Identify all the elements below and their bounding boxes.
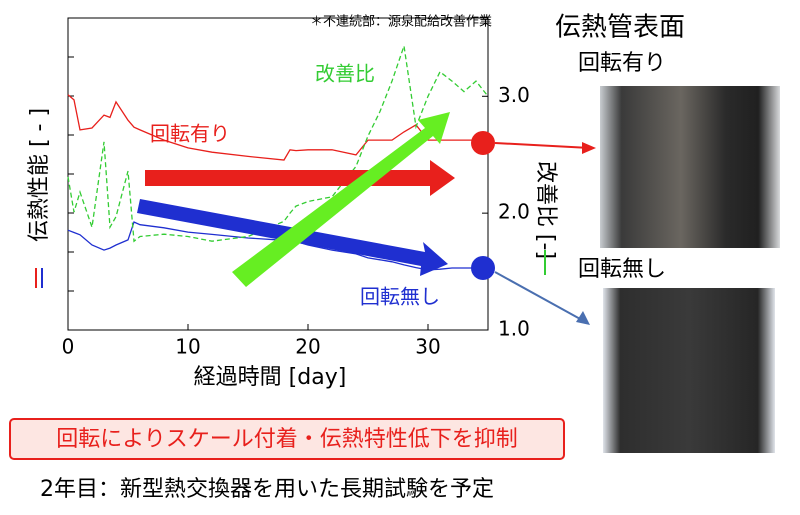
y2-axis-label: 改善比 [-]: [533, 161, 558, 259]
series-label: 回転無し: [360, 285, 440, 309]
photo: [603, 288, 775, 453]
x-tick-label: 20: [295, 335, 320, 359]
connector: [494, 271, 583, 321]
marker: [471, 131, 495, 155]
arrow: [232, 112, 450, 287]
x-tick-label: 30: [415, 335, 440, 359]
note: ＊不連続部：源泉配給改善作業: [310, 14, 492, 30]
panel-label: 回転無し: [578, 257, 666, 282]
series-label: 改善比: [315, 62, 375, 86]
arrow: [145, 160, 455, 196]
conclusion: 回転によりスケール付着・伝熱特性低下を抑制: [56, 427, 518, 452]
connector: [494, 142, 591, 149]
series-label: 回転有り: [150, 122, 230, 146]
y2-tick-label: 1.0: [498, 317, 530, 341]
conclusion-box: [9, 418, 565, 460]
y-axis-label: 伝熱性能 [ - ]: [27, 108, 52, 242]
x-axis-label: 経過時間 [day]: [194, 365, 347, 390]
arrowhead: [582, 142, 596, 154]
photo: [600, 86, 780, 248]
y2-tick-label: 2.0: [498, 200, 530, 224]
arrowhead: [576, 311, 590, 325]
x-tick-label: 0: [62, 335, 75, 359]
x-tick-label: 10: [175, 335, 200, 359]
marker: [471, 256, 495, 280]
series-line: [67, 94, 488, 161]
series-line: [67, 45, 489, 243]
y2-tick-label: 3.0: [498, 83, 530, 107]
footer: 2年目：新型熱交換器を用いた長期試験を予定: [40, 477, 494, 502]
panel-label: 回転有り: [578, 51, 666, 76]
panel-title: 伝熱管表面: [555, 13, 685, 43]
